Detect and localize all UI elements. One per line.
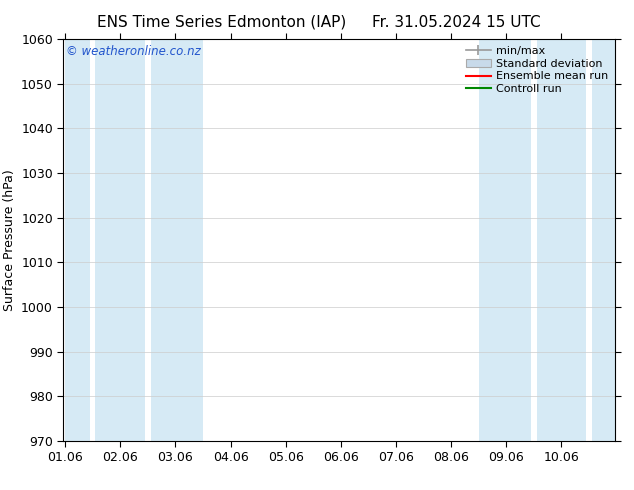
- Text: Fr. 31.05.2024 15 UTC: Fr. 31.05.2024 15 UTC: [372, 15, 541, 30]
- Bar: [592, 39, 615, 441]
- Bar: [95, 39, 145, 441]
- Bar: [479, 39, 531, 441]
- Text: ENS Time Series Edmonton (IAP): ENS Time Series Edmonton (IAP): [97, 15, 347, 30]
- Bar: [65, 39, 90, 441]
- Legend: min/max, Standard deviation, Ensemble mean run, Controll run: min/max, Standard deviation, Ensemble me…: [462, 42, 612, 98]
- Bar: [536, 39, 586, 441]
- Bar: [150, 39, 203, 441]
- Text: © weatheronline.co.nz: © weatheronline.co.nz: [66, 45, 201, 58]
- Y-axis label: Surface Pressure (hPa): Surface Pressure (hPa): [3, 169, 16, 311]
